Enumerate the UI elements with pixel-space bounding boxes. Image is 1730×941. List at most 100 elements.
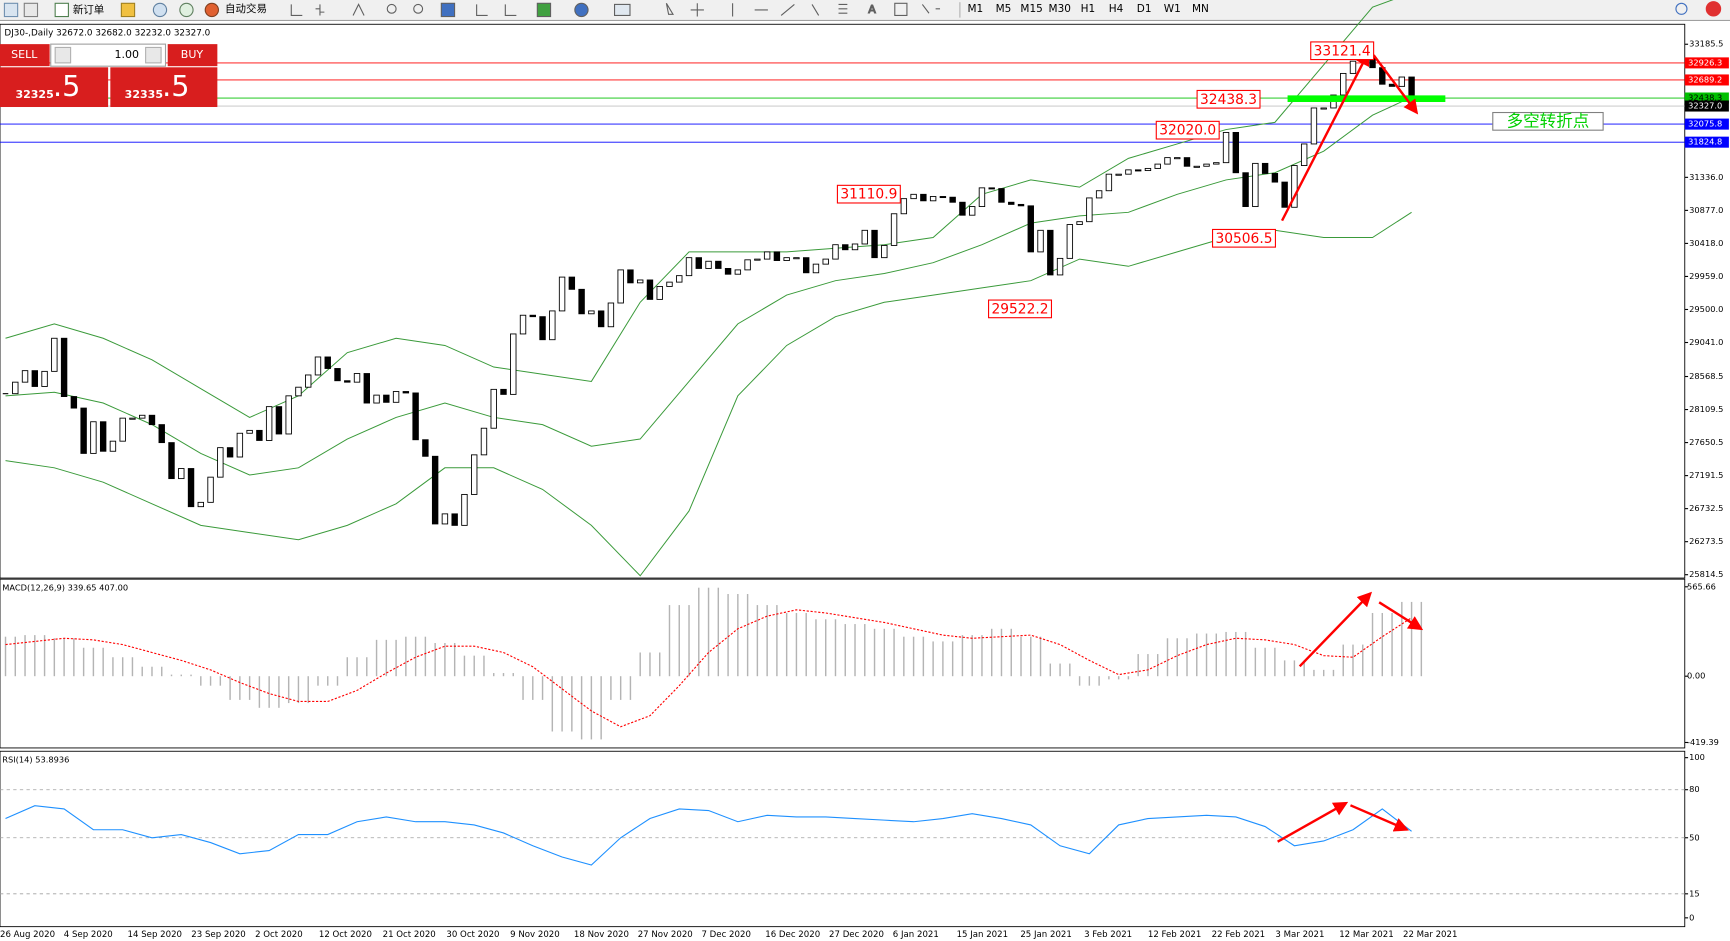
- auto-trading-button[interactable]: 自动交易: [225, 2, 267, 15]
- ask-box[interactable]: [110, 67, 218, 108]
- icon[interactable]: [476, 4, 517, 16]
- candle: [773, 251, 781, 261]
- y-tick-label: 29959.0: [1689, 271, 1723, 281]
- price-level-tag: [1684, 74, 1729, 86]
- timeframe-button[interactable]: D1: [1137, 3, 1152, 15]
- candle: [812, 263, 820, 274]
- candle: [402, 391, 410, 394]
- macd-panel: [0, 578, 1686, 749]
- notification-badge[interactable]: [1705, 1, 1722, 17]
- icon[interactable]: [152, 2, 168, 18]
- drawing-tools: A: [290, 2, 941, 18]
- icon[interactable]: [613, 3, 631, 16]
- annotation-box: [988, 299, 1053, 319]
- auto-trading-icon[interactable]: [204, 2, 220, 18]
- candle: [929, 196, 937, 202]
- text-tool-icon[interactable]: A: [868, 2, 877, 16]
- candle: [490, 388, 497, 429]
- candle: [1164, 157, 1171, 165]
- volume-input[interactable]: [50, 43, 167, 67]
- candle: [1037, 229, 1044, 253]
- x-tick-label: 27 Dec 2020: [829, 930, 884, 940]
- timeframe-button[interactable]: H4: [1109, 3, 1124, 15]
- candle: [636, 279, 644, 284]
- icon[interactable]: [290, 3, 365, 16]
- candle: [949, 196, 956, 203]
- candle: [1154, 163, 1161, 169]
- candle: [1095, 190, 1103, 199]
- candle: [70, 396, 78, 409]
- candle: [881, 244, 888, 259]
- x-tick-label: 14 Sep 2020: [128, 930, 182, 940]
- y-tick-label: 28109.5: [1689, 404, 1723, 414]
- annotation: 29522.2: [992, 301, 1049, 317]
- icon[interactable]: [574, 2, 589, 18]
- candle: [90, 421, 97, 454]
- candle: [21, 370, 29, 383]
- candle: [392, 391, 400, 403]
- macd-signal: [5, 609, 1412, 728]
- timeframe-button[interactable]: M30: [1049, 3, 1071, 15]
- icon[interactable]: [120, 2, 136, 18]
- candle: [1340, 72, 1347, 96]
- volume-down[interactable]: [54, 46, 72, 64]
- trend-arrows: [1277, 50, 1424, 843]
- timeframe-button[interactable]: M15: [1020, 3, 1042, 15]
- timeframe-button[interactable]: MN: [1192, 3, 1209, 15]
- candle: [666, 281, 673, 287]
- toolbar: 新订单 自动交易 A M1 M5 M15 M30 H1 H4 D1 W1 MN: [0, 0, 1730, 21]
- volume-up[interactable]: [145, 46, 162, 64]
- icon[interactable]: [536, 2, 552, 18]
- buy-button[interactable]: [167, 44, 218, 67]
- x-tick-label: 22 Mar 2021: [1403, 930, 1457, 940]
- x-tick-label: 26 Aug 2020: [0, 930, 55, 940]
- bid-box[interactable]: [0, 67, 109, 108]
- icon[interactable]: [23, 2, 39, 18]
- candle: [265, 406, 273, 441]
- icon[interactable]: [440, 2, 456, 18]
- icon[interactable]: [665, 3, 848, 17]
- icon[interactable]: [386, 3, 397, 14]
- icon[interactable]: [3, 2, 19, 18]
- sell-button[interactable]: [0, 44, 50, 67]
- candle: [12, 381, 19, 395]
- timeframe-button[interactable]: M1: [967, 3, 983, 15]
- candle: [500, 388, 507, 395]
- timeframe-button[interactable]: H1: [1081, 3, 1096, 15]
- arrow: [1349, 804, 1409, 832]
- new-order-button[interactable]: 新订单: [73, 3, 104, 16]
- candle: [1056, 257, 1064, 276]
- x-tick-label: 12 Oct 2020: [319, 930, 372, 940]
- annotation-box: [1155, 120, 1220, 140]
- candle: [685, 257, 693, 277]
- annotation: 32438.3: [1200, 92, 1257, 108]
- y-tick-label: 27191.5: [1689, 470, 1723, 480]
- timeframe-button[interactable]: M5: [996, 3, 1012, 15]
- new-order-icon[interactable]: [54, 2, 69, 18]
- candle: [119, 417, 126, 442]
- annotation-box: [1492, 111, 1604, 131]
- bid-fraction: .5: [53, 69, 80, 103]
- candle: [597, 310, 605, 328]
- candle: [978, 187, 986, 208]
- candle: [109, 440, 117, 452]
- volume-value: 1.00: [114, 48, 139, 61]
- candle: [1242, 172, 1249, 208]
- arrow: [1378, 601, 1424, 631]
- sell-label: SELL: [11, 48, 38, 61]
- icon[interactable]: [894, 2, 908, 16]
- candle: [60, 337, 68, 397]
- icon[interactable]: [413, 3, 424, 14]
- candle: [588, 310, 595, 315]
- x-tick-label: 30 Oct 2020: [446, 930, 499, 940]
- candle: [646, 279, 654, 300]
- candle: [1066, 224, 1074, 259]
- icon[interactable]: [921, 4, 941, 14]
- y-tick-label: 30877.0: [1689, 205, 1723, 215]
- icon[interactable]: [179, 2, 194, 18]
- x-tick-label: 4 Sep 2020: [64, 930, 113, 940]
- timeframe-bar: M1 M5 M15 M30 H1 H4 D1 W1 MN: [967, 3, 1208, 15]
- search-icon[interactable]: [1675, 2, 1688, 15]
- timeframe-button[interactable]: W1: [1164, 3, 1181, 15]
